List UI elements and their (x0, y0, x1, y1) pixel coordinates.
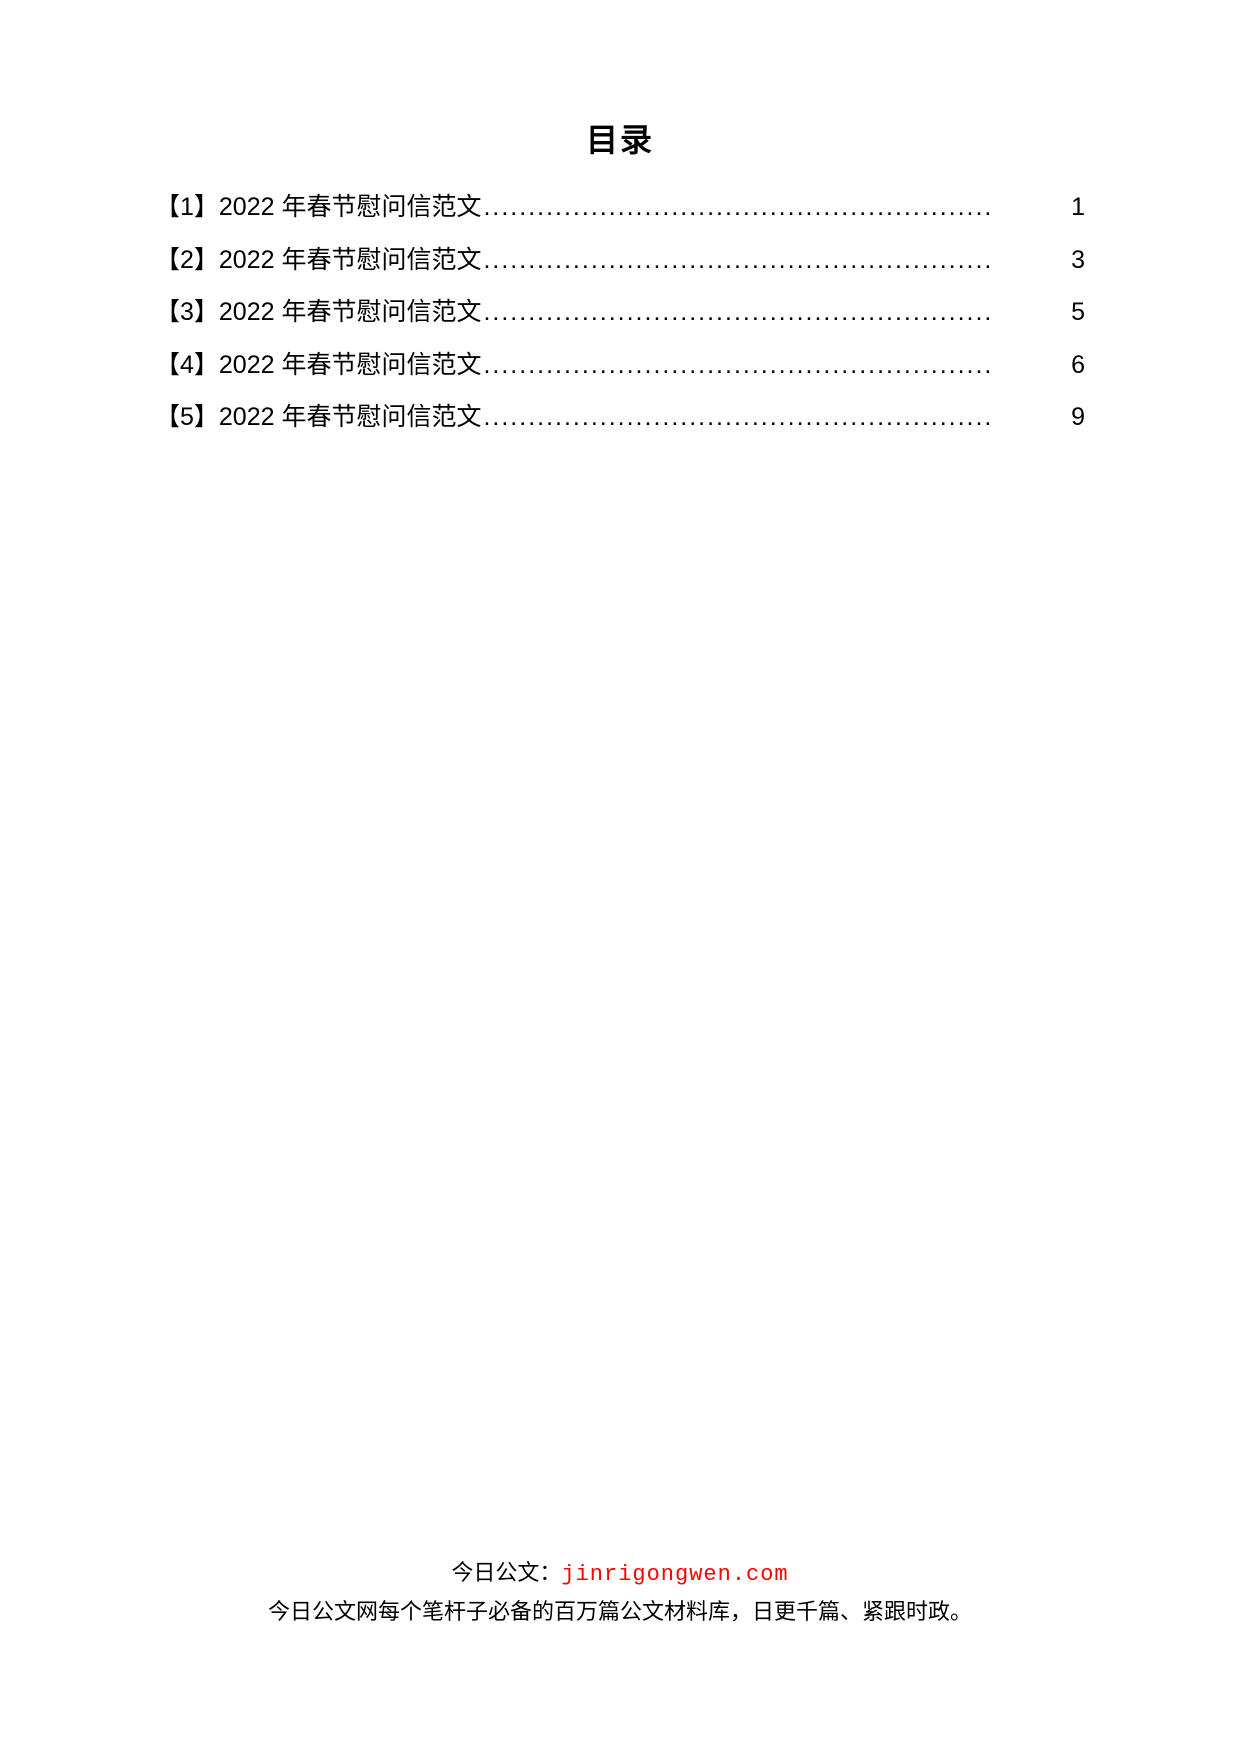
toc-entry-label: 【2】2022 年春节慰问信范文 (155, 242, 481, 280)
page-title: 目录 (155, 115, 1085, 161)
footer-line-1: 今日公文：jinrigongwen.com (0, 1555, 1240, 1592)
document-page: 目录 【1】2022 年春节慰问信范文 ....................… (0, 0, 1240, 437)
toc-entry-page: 9 (1071, 399, 1085, 437)
footer-url[interactable]: jinrigongwen.com (561, 1562, 788, 1587)
toc-entry[interactable]: 【4】2022 年春节慰问信范文 .......................… (155, 347, 1085, 385)
toc-entry-page: 3 (1071, 242, 1085, 280)
toc-leader: ........................................… (481, 242, 1071, 280)
toc-entry-label: 【3】2022 年春节慰问信范文 (155, 294, 481, 332)
page-footer: 今日公文：jinrigongwen.com 今日公文网每个笔杆子必备的百万篇公文… (0, 1555, 1240, 1629)
toc-entry-label: 【1】2022 年春节慰问信范文 (155, 189, 481, 227)
toc-leader: ........................................… (481, 399, 1071, 437)
footer-prefix: 今日公文： (451, 1560, 561, 1585)
toc-leader: ........................................… (481, 294, 1071, 332)
toc-entry-label: 【5】2022 年春节慰问信范文 (155, 399, 481, 437)
toc-entry[interactable]: 【3】2022 年春节慰问信范文 .......................… (155, 294, 1085, 332)
toc-entry[interactable]: 【2】2022 年春节慰问信范文 .......................… (155, 242, 1085, 280)
toc-leader: ........................................… (481, 189, 1071, 227)
toc-leader: ........................................… (481, 347, 1071, 385)
toc-entry[interactable]: 【1】2022 年春节慰问信范文 .......................… (155, 189, 1085, 227)
toc-entry-page: 1 (1071, 189, 1085, 227)
toc-entry-page: 6 (1071, 347, 1085, 385)
toc-entry-label: 【4】2022 年春节慰问信范文 (155, 347, 481, 385)
table-of-contents: 【1】2022 年春节慰问信范文 .......................… (155, 189, 1085, 437)
toc-entry[interactable]: 【5】2022 年春节慰问信范文 .......................… (155, 399, 1085, 437)
footer-line-2: 今日公文网每个笔杆子必备的百万篇公文材料库，日更千篇、紧跟时政。 (0, 1594, 1240, 1629)
toc-entry-page: 5 (1071, 294, 1085, 332)
